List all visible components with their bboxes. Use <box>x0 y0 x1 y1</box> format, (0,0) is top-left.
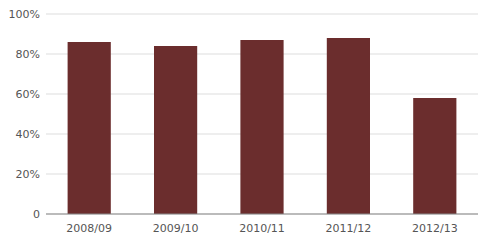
chart: 020%40%60%80%100%2008/092009/102010/1120… <box>0 0 490 246</box>
x-tick-label: 2009/10 <box>153 222 199 235</box>
y-tick-label: 80% <box>16 48 40 61</box>
bar <box>413 98 456 214</box>
x-axis: 2008/09 2009/10 2010/11 2011/12 2012/13 <box>46 214 478 235</box>
x-tick-label: 2008/09 <box>66 222 112 235</box>
bar <box>154 46 197 214</box>
y-tick-label: 0 <box>33 208 40 221</box>
y-tick-label: 40% <box>16 128 40 141</box>
bars <box>68 38 457 214</box>
x-tick-label: 2010/11 <box>239 222 285 235</box>
grid <box>46 14 478 214</box>
y-tick-label: 60% <box>16 88 40 101</box>
y-tick-label: 100% <box>9 8 40 21</box>
bar <box>327 38 370 214</box>
x-axis-line <box>46 214 478 215</box>
bar <box>240 40 283 214</box>
x-tick-label: 2012/13 <box>412 222 458 235</box>
bar <box>68 42 111 214</box>
chart-container: 020%40%60%80%100%2008/092009/102010/1120… <box>0 0 490 246</box>
grid-line <box>46 214 478 215</box>
x-tick-label: 2011/12 <box>326 222 372 235</box>
y-tick-label: 20% <box>16 168 40 181</box>
y-axis: 0 20% 40% 60% 80% 100% <box>9 8 40 221</box>
grid-line <box>46 14 478 15</box>
